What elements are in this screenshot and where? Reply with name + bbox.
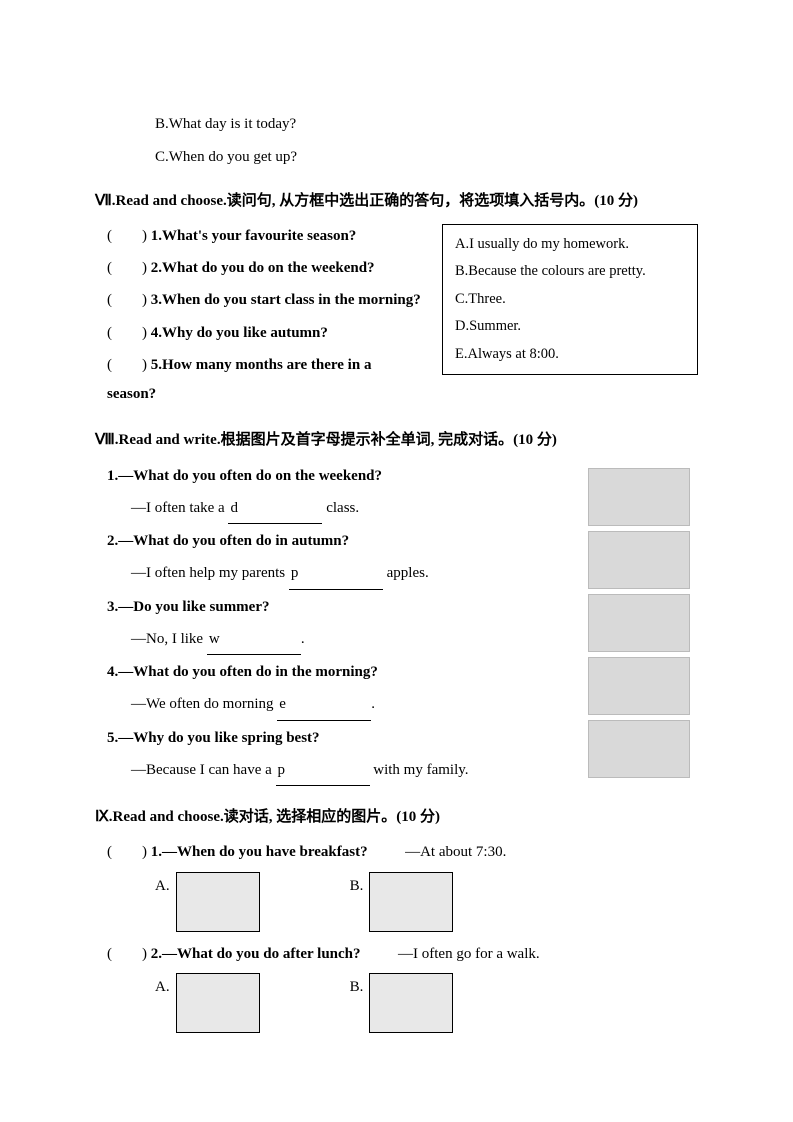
q7-3: ( ) 3.When do you start class in the mor… bbox=[95, 286, 424, 315]
q8-3-qtext: 3.—Do you like summer? bbox=[107, 599, 270, 615]
q8-5-a: —Because I can have a p with my family. bbox=[95, 756, 570, 786]
q8-1-letter: d bbox=[230, 500, 238, 516]
option-c: C.When do you get up? bbox=[95, 143, 698, 172]
q8-4-q: 4.—What do you often do in the morning? bbox=[95, 658, 570, 687]
q8-4-pre: —We often do morning bbox=[131, 696, 277, 712]
q8-4-qtext: 4.—What do you often do in the morning? bbox=[107, 664, 378, 680]
q7-5: ( ) 5.How many months are there in a sea… bbox=[95, 351, 424, 410]
paren-blank[interactable]: ( ) bbox=[107, 325, 147, 341]
q8-1-post: class. bbox=[322, 500, 359, 516]
q7-2: ( ) 2.What do you do on the weekend? bbox=[95, 254, 424, 283]
section-7-questions: ( ) 1.What's your favourite season? ( ) … bbox=[95, 222, 424, 413]
section-8-questions: 1.—What do you often do on the weekend? … bbox=[95, 462, 570, 790]
q8-5-q: 5.—Why do you like spring best? bbox=[95, 724, 570, 753]
blank-input[interactable]: p bbox=[289, 559, 383, 589]
paren-blank[interactable]: ( ) bbox=[107, 228, 147, 244]
q8-3-post: . bbox=[301, 631, 305, 647]
q9-2-q: 2.—What do you do after lunch? bbox=[151, 946, 361, 962]
q8-2-pre: —I often help my parents bbox=[131, 565, 289, 581]
q8-1-q: 1.—What do you often do on the weekend? bbox=[95, 462, 570, 491]
q8-4-post: . bbox=[371, 696, 375, 712]
winter-icon bbox=[588, 594, 690, 652]
picnic-icon bbox=[588, 720, 690, 778]
q9-1: ( ) 1.—When do you have breakfast? —At a… bbox=[95, 838, 698, 867]
q7-1-text: 1.What's your favourite season? bbox=[151, 228, 357, 244]
q7-5-text: 5.How many months are there in a season? bbox=[107, 357, 371, 402]
paren-blank[interactable]: ( ) bbox=[107, 260, 147, 276]
box-a: A.I usually do my homework. bbox=[455, 231, 685, 259]
q7-1: ( ) 1.What's your favourite season? bbox=[95, 222, 424, 251]
choice-a-label: A. bbox=[155, 872, 170, 901]
pick-apples-icon bbox=[588, 531, 690, 589]
q8-1-pre: —I often take a bbox=[131, 500, 228, 516]
blank-input[interactable]: d bbox=[228, 494, 322, 524]
q9-1-choice-b[interactable]: B. bbox=[350, 872, 454, 932]
q8-2-letter: p bbox=[291, 565, 299, 581]
q8-1-qtext: 1.—What do you often do on the weekend? bbox=[107, 468, 382, 484]
q9-2-choice-b[interactable]: B. bbox=[350, 973, 454, 1033]
blank-input[interactable]: p bbox=[276, 756, 370, 786]
q9-2-choices: A. B. bbox=[95, 973, 698, 1033]
box-b: B.Because the colours are pretty. bbox=[455, 258, 685, 286]
q7-4: ( ) 4.Why do you like autumn? bbox=[95, 319, 424, 348]
q8-1-a: —I often take a d class. bbox=[95, 494, 570, 524]
q8-2-q: 2.—What do you often do in autumn? bbox=[95, 527, 570, 556]
q8-3-pre: —No, I like bbox=[131, 631, 207, 647]
q9-2: ( ) 2.—What do you do after lunch? —I of… bbox=[95, 940, 698, 969]
q9-2-a: —I often go for a walk. bbox=[398, 946, 540, 962]
play-icon bbox=[369, 973, 453, 1033]
q8-5-post: with my family. bbox=[370, 762, 469, 778]
q9-1-choices: A. B. bbox=[95, 872, 698, 932]
q8-3-q: 3.—Do you like summer? bbox=[95, 593, 570, 622]
choice-b-label: B. bbox=[350, 872, 364, 901]
q8-2-qtext: 2.—What do you often do in autumn? bbox=[107, 533, 349, 549]
paren-blank[interactable]: ( ) bbox=[107, 357, 147, 373]
walk-icon bbox=[176, 973, 260, 1033]
box-c: C.Three. bbox=[455, 286, 685, 314]
section-7-title: Ⅶ.Read and choose.读问句, 从方框中选出正确的答句，将选项填入… bbox=[95, 187, 698, 216]
q9-1-a: —At about 7:30. bbox=[405, 844, 506, 860]
dance-icon bbox=[588, 468, 690, 526]
choice-b-label: B. bbox=[350, 973, 364, 1002]
section-8-title: Ⅷ.Read and write.根据图片及首字母提示补全单词, 完成对话。(1… bbox=[95, 426, 698, 455]
box-d: D.Summer. bbox=[455, 313, 685, 341]
q8-3-letter: w bbox=[209, 631, 220, 647]
q7-3-text: 3.When do you start class in the morning… bbox=[151, 292, 421, 308]
option-b: B.What day is it today? bbox=[95, 110, 698, 139]
box-e: E.Always at 8:00. bbox=[455, 341, 685, 369]
q8-3-a: —No, I like w. bbox=[95, 625, 570, 655]
choice-a-label: A. bbox=[155, 973, 170, 1002]
q7-2-text: 2.What do you do on the weekend? bbox=[151, 260, 375, 276]
q8-2-a: —I often help my parents p apples. bbox=[95, 559, 570, 589]
breakfast-morning-icon bbox=[369, 872, 453, 932]
q8-4-a: —We often do morning e. bbox=[95, 690, 570, 720]
blank-input[interactable]: e bbox=[277, 690, 371, 720]
q8-5-qtext: 5.—Why do you like spring best? bbox=[107, 730, 320, 746]
q9-1-q: 1.—When do you have breakfast? bbox=[151, 844, 368, 860]
answer-box: A.I usually do my homework. B.Because th… bbox=[442, 224, 698, 376]
exercise-icon bbox=[588, 657, 690, 715]
q7-4-text: 4.Why do you like autumn? bbox=[151, 325, 328, 341]
q8-5-letter: p bbox=[278, 762, 286, 778]
q9-1-choice-a[interactable]: A. bbox=[155, 872, 260, 932]
q9-2-choice-a[interactable]: A. bbox=[155, 973, 260, 1033]
blank-input[interactable]: w bbox=[207, 625, 301, 655]
paren-blank[interactable]: ( ) bbox=[107, 292, 147, 308]
q8-4-letter: e bbox=[279, 696, 286, 712]
section-8-images bbox=[588, 462, 698, 790]
breakfast-night-icon bbox=[176, 872, 260, 932]
q8-5-pre: —Because I can have a bbox=[131, 762, 276, 778]
paren-blank[interactable]: ( ) bbox=[107, 946, 147, 962]
section-9-title: Ⅸ.Read and choose.读对话, 选择相应的图片。(10 分) bbox=[95, 803, 698, 832]
q8-2-post: apples. bbox=[383, 565, 429, 581]
paren-blank[interactable]: ( ) bbox=[107, 844, 147, 860]
